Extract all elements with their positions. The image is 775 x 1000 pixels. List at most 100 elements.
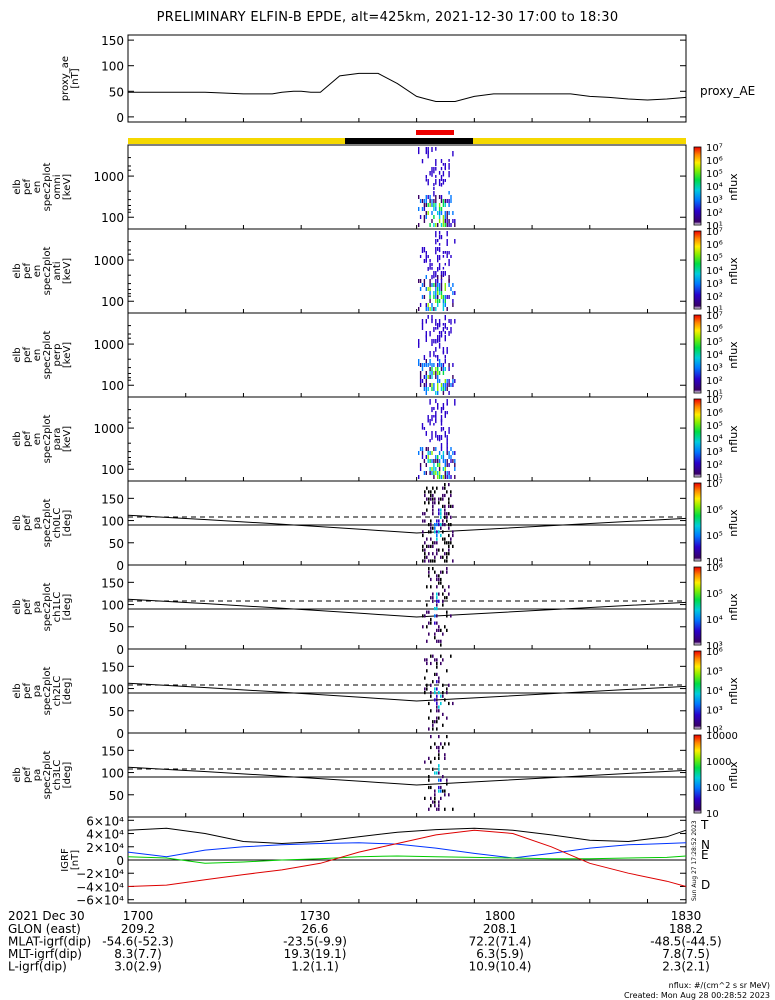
ylabel-line: ch0LC <box>52 508 63 539</box>
spectrogram-cell <box>423 295 426 299</box>
spectrogram-cell <box>444 387 446 391</box>
colorbar-label: nflux <box>727 509 740 537</box>
pitch-angle-cell <box>428 701 430 706</box>
pitch-angle-cell <box>448 533 450 538</box>
pitch-angle-cell <box>426 683 428 687</box>
pitch-angle-cell <box>442 530 444 534</box>
ylabel-line: elb <box>12 347 23 362</box>
pitch-angle-cell <box>428 544 430 548</box>
spectrogram-cell <box>444 199 446 203</box>
spectrogram-cell <box>437 267 439 272</box>
spectrogram-cell <box>435 239 437 245</box>
pitch-angle-cell <box>442 775 444 779</box>
spectrogram-cell <box>425 251 427 255</box>
spectrogram-cell <box>442 199 445 203</box>
spectrogram-cell <box>440 435 443 440</box>
pitch-angle-cell <box>442 537 444 541</box>
time-axis-tick: 1700 <box>123 909 154 923</box>
spectrogram-cell <box>429 451 431 455</box>
pitch-angle-cell <box>434 771 436 775</box>
spectrogram-cell <box>448 319 450 323</box>
pitch-angle-cell <box>442 658 444 662</box>
spectrogram-cell <box>433 187 435 190</box>
ephem-value: 188.2 <box>669 922 703 936</box>
spectrogram-cell <box>440 407 443 414</box>
spectrogram-cell <box>454 463 456 467</box>
spectrogram-cell <box>446 211 448 215</box>
pitch-angle-cell <box>444 508 446 512</box>
spectrogram-cell <box>437 287 439 291</box>
spectrogram-cell <box>440 283 443 287</box>
spectrogram-cell <box>452 219 454 223</box>
pitch-angle-cell <box>430 683 432 687</box>
spectrogram-cell <box>437 247 439 251</box>
ephem-value: 6.3(5.9) <box>476 947 524 961</box>
spectrogram-cell <box>444 355 446 359</box>
spectrogram-cell <box>437 435 439 441</box>
pitch-angle-cell <box>442 548 444 552</box>
pitch-angle-cell <box>424 490 426 494</box>
pitch-angle-cell <box>432 559 434 563</box>
colorbar-tick-label: 10¹ <box>706 389 723 400</box>
spectrogram-cell <box>438 467 441 471</box>
spectrogram-cell <box>448 383 450 387</box>
spectrogram-cell <box>421 363 424 367</box>
pitch-angle-cell <box>436 705 438 709</box>
spectrogram-cell <box>446 383 448 387</box>
panel-frame <box>127 228 687 314</box>
y-tick-label: 0 <box>116 559 124 573</box>
ylabel-line: spec2plot <box>42 499 53 548</box>
spectrogram-cell <box>435 291 437 295</box>
spectrogram-cell <box>450 287 452 291</box>
ylabel-line: spec2plot <box>42 415 53 464</box>
pitch-angle-cell <box>452 807 454 811</box>
spectrogram-cell <box>442 327 445 332</box>
pitch-angle-cell <box>434 687 436 691</box>
spectrogram-cell <box>431 167 433 172</box>
ylabel-line: spec2plot <box>42 751 53 800</box>
pitch-angle-cell <box>432 508 434 512</box>
pitch-angle-cell <box>446 490 448 494</box>
y-tick-label: 1000 <box>93 422 124 436</box>
spectrogram-cell <box>435 295 437 299</box>
spectrogram-cell <box>448 331 450 336</box>
spectrogram-cell <box>444 163 446 170</box>
pitch-angle-cell <box>432 567 434 571</box>
ylabel-line: pa <box>32 517 43 529</box>
igrf-series-N <box>127 842 687 859</box>
spectrogram-cell <box>448 163 450 170</box>
ylabel-line: elb <box>12 431 23 446</box>
spectrogram-cell <box>425 147 427 155</box>
spectrogram-cell <box>433 183 435 187</box>
pitch-angle-cell <box>432 654 434 658</box>
pitch-angle-cell <box>450 654 452 658</box>
spectrogram-cells <box>418 231 456 311</box>
spectrogram-cell <box>431 263 433 267</box>
pitch-angle-cell <box>438 753 440 757</box>
y-tick-label: 0 <box>116 727 124 741</box>
pitch-angle-cell <box>428 523 430 527</box>
colorbar <box>693 398 702 478</box>
spectrogram-cell <box>437 211 439 215</box>
pitch-angle-cell <box>436 541 438 545</box>
pitch-angle-cell <box>426 669 428 673</box>
colorbar-tick-label: 10⁴ <box>706 350 723 361</box>
pitch-angle-cell <box>432 599 434 603</box>
spectrogram-cell <box>444 219 446 223</box>
spectrogram-cell <box>435 199 437 203</box>
pitch-angle-cell <box>428 559 430 563</box>
pitch-angle-cell <box>428 716 430 720</box>
spectrogram-cell <box>427 147 429 154</box>
ephem-value: 19.3(19.1) <box>284 947 347 961</box>
spectrogram-cell <box>425 387 427 391</box>
pitch-angle-cell <box>442 585 444 589</box>
ephem-value: 208.1 <box>483 922 517 936</box>
pitch-angle-cell <box>436 621 438 625</box>
spectrogram-cell <box>435 195 437 199</box>
pitch-angle-cell <box>438 756 440 760</box>
pitch-angle-cell <box>436 614 438 618</box>
pitch-angle-cell <box>448 504 450 508</box>
colorbar-tick-label: 10⁵ <box>706 169 723 180</box>
spectrogram-cell <box>448 219 450 223</box>
spectrogram-cell <box>437 303 439 307</box>
